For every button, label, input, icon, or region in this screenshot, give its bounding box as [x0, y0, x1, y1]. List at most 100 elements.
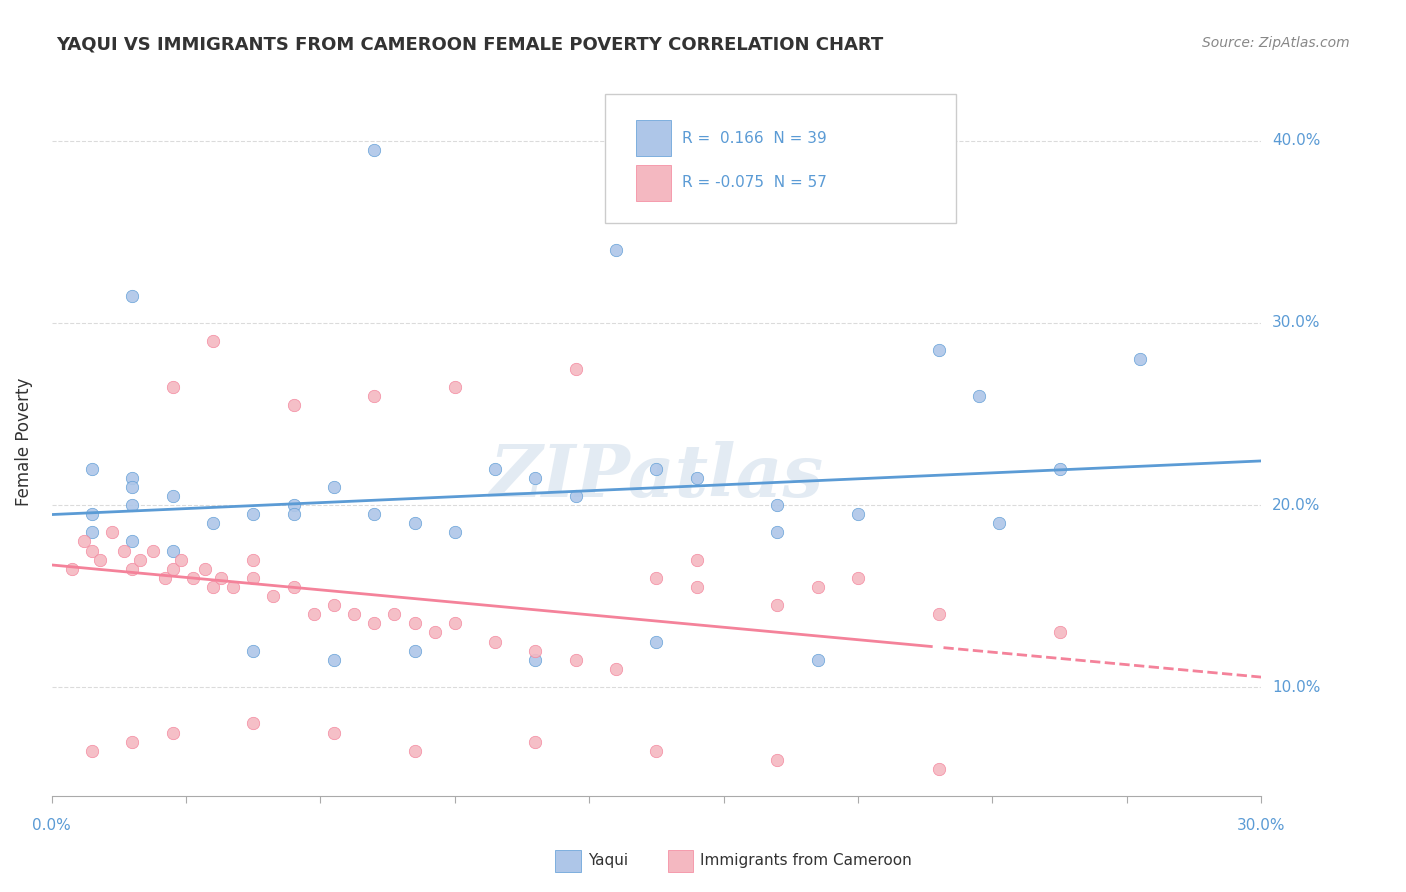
- Point: [209, 571, 232, 585]
- Point: [605, 243, 627, 257]
- Point: [323, 725, 346, 739]
- Point: [201, 334, 224, 349]
- Point: [645, 744, 668, 758]
- Point: [363, 143, 385, 157]
- Point: [121, 534, 143, 549]
- Point: [323, 653, 346, 667]
- Point: [153, 571, 176, 585]
- Point: [283, 398, 305, 412]
- Point: [283, 507, 305, 521]
- Point: [80, 507, 103, 521]
- Text: 10.0%: 10.0%: [1272, 680, 1320, 695]
- Text: Immigrants from Cameroon: Immigrants from Cameroon: [700, 854, 912, 868]
- Point: [302, 607, 325, 622]
- Point: [242, 571, 264, 585]
- Point: [605, 662, 627, 676]
- Point: [162, 489, 184, 503]
- Point: [1129, 352, 1152, 367]
- Text: R =  0.166  N = 39: R = 0.166 N = 39: [682, 131, 827, 145]
- Point: [162, 543, 184, 558]
- Point: [283, 498, 305, 512]
- Point: [524, 734, 547, 748]
- Point: [80, 525, 103, 540]
- Point: [80, 461, 103, 475]
- Point: [323, 598, 346, 612]
- Point: [60, 562, 83, 576]
- Point: [242, 643, 264, 657]
- Point: [262, 589, 284, 603]
- Point: [323, 480, 346, 494]
- Point: [645, 571, 668, 585]
- Point: [928, 607, 950, 622]
- Point: [686, 580, 709, 594]
- Text: 20.0%: 20.0%: [1272, 498, 1320, 513]
- Point: [686, 552, 709, 566]
- Point: [645, 461, 668, 475]
- Point: [928, 343, 950, 358]
- Point: [89, 552, 111, 566]
- Point: [766, 498, 789, 512]
- Point: [121, 498, 143, 512]
- Point: [766, 598, 789, 612]
- Point: [766, 525, 789, 540]
- Point: [1049, 461, 1071, 475]
- Point: [363, 616, 385, 631]
- Point: [686, 471, 709, 485]
- Point: [162, 562, 184, 576]
- Point: [846, 571, 869, 585]
- Text: 30.0%: 30.0%: [1272, 316, 1320, 331]
- Text: Source: ZipAtlas.com: Source: ZipAtlas.com: [1202, 36, 1350, 50]
- Text: YAQUI VS IMMIGRANTS FROM CAMEROON FEMALE POVERTY CORRELATION CHART: YAQUI VS IMMIGRANTS FROM CAMEROON FEMALE…: [56, 36, 883, 54]
- Point: [766, 753, 789, 767]
- Point: [283, 580, 305, 594]
- Y-axis label: Female Poverty: Female Poverty: [15, 377, 32, 506]
- Point: [80, 543, 103, 558]
- Point: [162, 380, 184, 394]
- Text: 30.0%: 30.0%: [1237, 818, 1285, 833]
- Point: [988, 516, 1011, 531]
- Point: [363, 389, 385, 403]
- Point: [343, 607, 366, 622]
- Text: R = -0.075  N = 57: R = -0.075 N = 57: [682, 176, 827, 190]
- Point: [444, 525, 467, 540]
- Point: [404, 616, 426, 631]
- Text: ZIPatlas: ZIPatlas: [489, 442, 824, 512]
- Point: [384, 607, 406, 622]
- Point: [73, 534, 96, 549]
- Point: [162, 725, 184, 739]
- Point: [112, 543, 135, 558]
- Point: [201, 580, 224, 594]
- Point: [121, 562, 143, 576]
- Point: [242, 552, 264, 566]
- Point: [194, 562, 217, 576]
- Point: [404, 516, 426, 531]
- Point: [129, 552, 152, 566]
- Point: [524, 643, 547, 657]
- Point: [645, 634, 668, 648]
- Point: [222, 580, 245, 594]
- Point: [121, 471, 143, 485]
- Point: [170, 552, 193, 566]
- Point: [423, 625, 446, 640]
- Point: [201, 516, 224, 531]
- Point: [967, 389, 990, 403]
- Point: [121, 288, 143, 302]
- Point: [444, 616, 467, 631]
- Point: [928, 762, 950, 776]
- Point: [846, 507, 869, 521]
- Point: [524, 471, 547, 485]
- Point: [565, 653, 588, 667]
- Point: [807, 580, 830, 594]
- Point: [484, 634, 506, 648]
- Point: [524, 653, 547, 667]
- Point: [484, 461, 506, 475]
- Point: [181, 571, 204, 585]
- Point: [101, 525, 124, 540]
- Text: 40.0%: 40.0%: [1272, 134, 1320, 148]
- Point: [363, 507, 385, 521]
- Point: [565, 361, 588, 376]
- Point: [404, 744, 426, 758]
- Text: Yaqui: Yaqui: [588, 854, 628, 868]
- Point: [807, 653, 830, 667]
- Point: [242, 507, 264, 521]
